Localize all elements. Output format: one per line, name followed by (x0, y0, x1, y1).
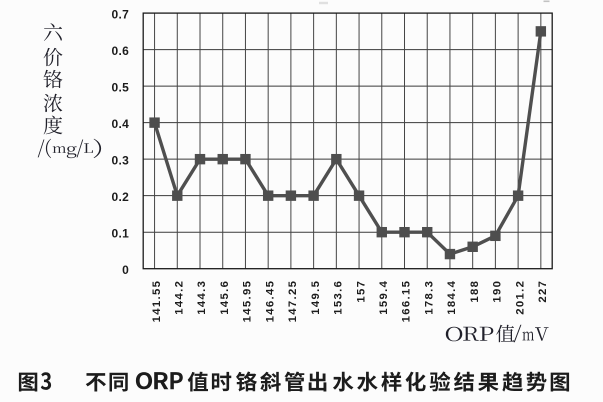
svg-text:145.6: 145.6 (219, 280, 231, 315)
svg-text:188: 188 (469, 280, 481, 303)
svg-text:149.5: 149.5 (310, 280, 322, 315)
svg-text:0.4: 0.4 (111, 117, 129, 131)
svg-text:0.1: 0.1 (111, 227, 129, 241)
svg-text:0.3: 0.3 (111, 154, 129, 168)
svg-text:0.2: 0.2 (111, 190, 129, 204)
svg-text:0: 0 (122, 263, 129, 277)
svg-text:145.95: 145.95 (242, 280, 254, 323)
svg-text:201.2: 201.2 (514, 280, 526, 315)
svg-text:227: 227 (537, 280, 549, 303)
svg-text:141.55: 141.55 (151, 280, 163, 323)
svg-text:166.15: 166.15 (401, 280, 413, 323)
svg-text:0.7: 0.7 (111, 8, 129, 22)
svg-text:153.6: 153.6 (333, 280, 345, 315)
svg-text:184.4: 184.4 (446, 280, 458, 315)
svg-text:0.5: 0.5 (111, 81, 129, 95)
svg-text:144.2: 144.2 (173, 280, 185, 315)
svg-text:178.3: 178.3 (423, 280, 435, 315)
svg-text:147.25: 147.25 (287, 280, 299, 323)
svg-text:0.6: 0.6 (111, 44, 129, 58)
svg-text:146.45: 146.45 (264, 280, 276, 323)
svg-text:190: 190 (492, 280, 504, 303)
svg-text:144.3: 144.3 (196, 280, 208, 315)
svg-text:157: 157 (355, 280, 367, 303)
svg-text:159.4: 159.4 (378, 280, 390, 315)
